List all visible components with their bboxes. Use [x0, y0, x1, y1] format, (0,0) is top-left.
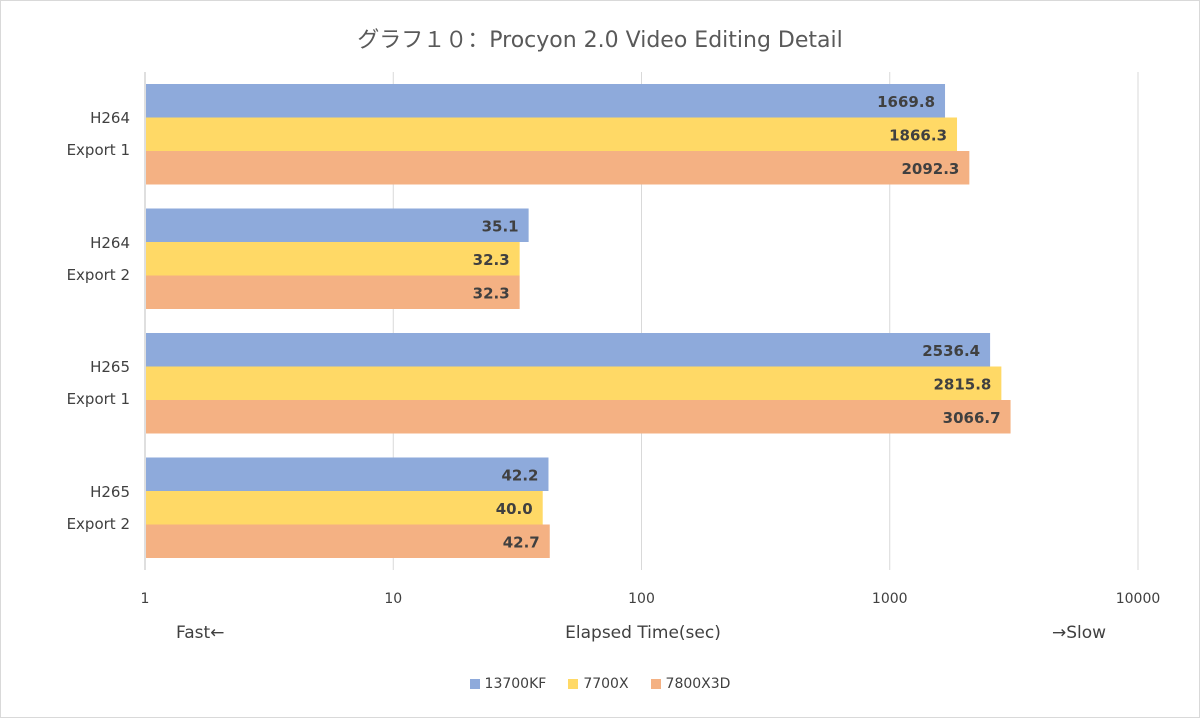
bar: [146, 242, 520, 276]
bar: [146, 275, 520, 309]
bar: [146, 491, 543, 525]
data-label: 40.0: [496, 500, 533, 518]
data-label: 32.3: [473, 251, 510, 269]
x-tick-label: 100: [628, 591, 655, 607]
legend-item-7800x3d: 7800X3D: [650, 676, 731, 692]
data-label: 32.3: [473, 284, 510, 302]
legend-swatch-7700x: [568, 679, 579, 689]
data-label: 42.2: [501, 466, 538, 484]
data-label: 2815.8: [933, 375, 991, 393]
legend-label-7800x3d: 7800X3D: [665, 676, 731, 692]
data-label: 42.7: [503, 533, 540, 551]
x-tick-label: 10000: [1116, 591, 1161, 607]
data-label: 1866.3: [889, 126, 947, 144]
bar: [146, 84, 946, 118]
y-category-label: Export 1: [66, 141, 130, 159]
bar: [146, 400, 1011, 434]
slow-note: →Slow: [1052, 623, 1107, 643]
legend-item-7700x: 7700X: [568, 676, 629, 692]
legend-swatch-13700kf: [469, 679, 480, 689]
bar: [146, 117, 958, 151]
data-label: 2092.3: [901, 160, 959, 178]
legend-label-7700x: 7700X: [583, 676, 629, 692]
bar: [146, 208, 529, 242]
bar: [146, 366, 1002, 400]
x-tick-label: 10: [384, 591, 402, 607]
y-category-label: H265: [90, 358, 130, 376]
data-label: 3066.7: [943, 409, 1001, 427]
y-category-label: H264: [90, 233, 130, 252]
y-category-label: Export 1: [66, 390, 130, 408]
bar: [146, 457, 549, 491]
y-category-label: H264: [90, 109, 130, 127]
fast-note: Fast←: [176, 623, 225, 643]
x-axis-title: Elapsed Time(sec): [565, 623, 721, 643]
y-category-label: H265: [90, 482, 130, 501]
y-category-label: Export 2: [66, 514, 130, 533]
legend-label-13700kf: 13700KF: [484, 676, 547, 692]
legend: 13700KF 7700X 7800X3D: [0, 676, 1200, 692]
data-label: 35.1: [482, 217, 519, 235]
x-tick-label: 1000: [872, 591, 908, 607]
legend-item-13700kf: 13700KF: [469, 676, 547, 692]
bar: [146, 151, 970, 185]
chart-title: グラフ１０：Procyon 2.0 Video Editing Detail: [357, 28, 843, 53]
data-label: 1669.8: [877, 93, 935, 111]
bar: [146, 333, 991, 367]
legend-swatch-7800x3d: [650, 679, 661, 689]
x-tick-label: 1: [141, 591, 150, 607]
y-category-label: Export 2: [66, 265, 130, 284]
data-label: 2536.4: [922, 342, 980, 360]
bar: [146, 524, 550, 558]
